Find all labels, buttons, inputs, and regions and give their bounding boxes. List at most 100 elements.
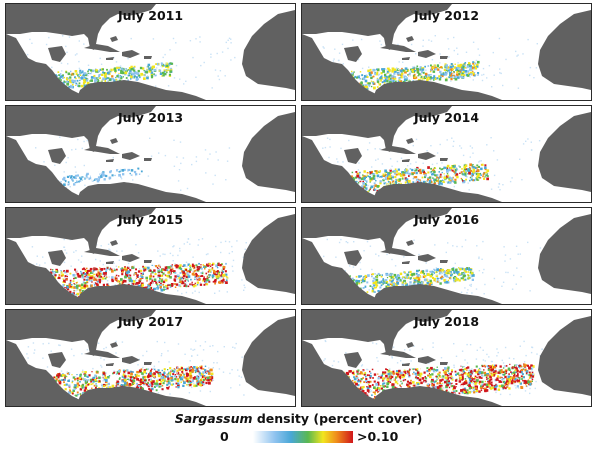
density-cell [185, 384, 188, 386]
density-cell [390, 280, 393, 283]
density-cell [367, 175, 369, 178]
density-cell [486, 77, 488, 79]
density-cell [66, 278, 68, 281]
density-cell [376, 86, 379, 88]
density-cell [191, 264, 195, 268]
density-cell [103, 359, 105, 361]
density-cell [384, 279, 388, 282]
density-cell [405, 79, 408, 82]
density-cell [160, 380, 163, 383]
density-cell [361, 67, 364, 70]
density-cell [172, 383, 175, 385]
density-cell [393, 273, 397, 277]
density-cell [444, 178, 447, 181]
density-cell [453, 77, 455, 79]
density-cell [374, 273, 376, 275]
density-cell [71, 72, 74, 76]
density-cell [371, 275, 373, 278]
land-mass [302, 4, 452, 50]
density-cell [238, 375, 240, 377]
density-cell [488, 65, 491, 67]
sargassum-map [6, 310, 295, 406]
density-cell [428, 279, 430, 281]
density-cell [98, 70, 100, 73]
density-cell [115, 61, 118, 63]
density-cell [469, 64, 472, 68]
density-cell [75, 85, 77, 87]
density-cell [168, 386, 170, 388]
sargassum-map [6, 208, 295, 304]
density-cell [397, 80, 401, 84]
density-cell [134, 374, 137, 376]
density-cell [105, 270, 107, 273]
island [122, 50, 140, 58]
density-cell [414, 168, 416, 170]
density-cell [85, 380, 88, 383]
density-cell [329, 146, 331, 148]
density-cell [81, 255, 83, 257]
density-cell [103, 272, 106, 275]
density-cell [368, 73, 371, 75]
density-cell [101, 386, 103, 388]
density-cell [441, 75, 444, 78]
density-cell [85, 284, 88, 287]
density-cell [161, 278, 163, 280]
density-cell [109, 170, 112, 174]
density-cell [222, 277, 225, 279]
density-cell [132, 179, 134, 181]
density-cell [439, 268, 442, 270]
density-cell [97, 77, 99, 80]
density-cell [423, 180, 426, 183]
density-cell [178, 267, 181, 270]
density-cell [77, 379, 79, 382]
density-cell [186, 187, 189, 190]
density-cell [344, 270, 346, 272]
density-cell [140, 170, 143, 173]
density-cell [340, 238, 342, 241]
density-cell [451, 169, 454, 172]
density-cell [470, 178, 473, 181]
density-cell [195, 160, 198, 163]
density-cell [63, 176, 66, 180]
density-cell [148, 283, 150, 286]
density-cell [356, 174, 360, 178]
density-cell [130, 372, 133, 376]
density-cell [390, 73, 392, 76]
density-cell [152, 38, 155, 40]
density-cell [387, 172, 389, 174]
density-cell [439, 143, 441, 146]
density-cell [360, 378, 363, 381]
density-cell [493, 74, 495, 76]
density-cell [75, 171, 77, 173]
density-cell [91, 371, 93, 373]
density-cell [199, 283, 203, 286]
density-cell [332, 60, 335, 62]
density-cell [453, 173, 456, 176]
density-cell [139, 167, 142, 170]
density-cell [208, 269, 212, 273]
density-cell [422, 270, 425, 273]
land-mass [538, 214, 591, 294]
density-cell [160, 274, 163, 277]
density-cell [394, 175, 397, 179]
density-cell [71, 284, 73, 286]
density-cell [174, 377, 177, 381]
density-cell [515, 283, 517, 285]
density-cell [81, 70, 84, 72]
density-cell [205, 371, 207, 374]
density-cell [89, 179, 92, 182]
density-cell [155, 370, 157, 372]
density-cell [468, 277, 470, 279]
density-cell [124, 71, 128, 75]
density-cell [83, 386, 85, 389]
density-cell [109, 69, 111, 71]
density-cell [34, 349, 36, 351]
density-cell [50, 350, 52, 352]
density-cell [453, 276, 457, 279]
density-cell [169, 269, 173, 272]
density-cell [137, 364, 139, 366]
density-cell [95, 385, 98, 387]
land-mass [6, 106, 156, 152]
density-cell [119, 385, 121, 387]
density-cell [177, 254, 179, 257]
